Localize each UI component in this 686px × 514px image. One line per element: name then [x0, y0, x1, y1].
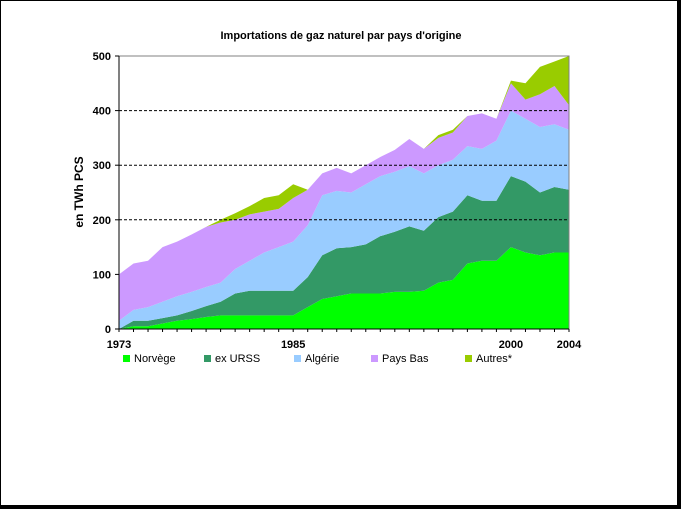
- legend-item: ex URSS: [204, 353, 260, 365]
- y-tick-label: 0: [105, 324, 111, 336]
- y-tick-label: 200: [93, 215, 111, 227]
- area-3: [119, 83, 569, 321]
- legend-swatch: [204, 355, 211, 362]
- y-tick-label: 400: [93, 106, 111, 118]
- y-tick-label: 500: [93, 51, 111, 63]
- legend-label: Pays Bas: [382, 353, 429, 365]
- legend-label: ex URSS: [215, 353, 260, 365]
- area-0: [119, 247, 569, 329]
- x-tick-label: 2004: [557, 339, 582, 351]
- x-tick-label: 2000: [499, 339, 523, 351]
- legend-item: Autres*: [465, 353, 513, 365]
- area-1: [119, 176, 569, 329]
- y-tick-label: 300: [93, 160, 111, 172]
- tick-labels: 0 100 200 300 400 500 1973 1985 2000 2004: [93, 51, 582, 351]
- x-tick-label: 1973: [107, 339, 131, 351]
- legend-swatch: [294, 355, 301, 362]
- legend-swatch: [123, 355, 130, 362]
- legend-item: Norvège: [123, 353, 176, 365]
- y-axis-label: en TWh PCS: [72, 156, 86, 227]
- plot-axes: [115, 55, 570, 332]
- plot-gridlines: [119, 110, 569, 221]
- legend-label: Norvège: [134, 353, 176, 365]
- legend-label: Algérie: [305, 353, 339, 365]
- legend-item: Pays Bas: [371, 353, 429, 365]
- plot-areas: [119, 56, 569, 329]
- legend-swatch: [371, 355, 378, 362]
- x-tick-label: 1985: [281, 339, 305, 351]
- legend-swatch: [465, 355, 472, 362]
- chart-title: Importations de gaz naturel par pays d'o…: [221, 30, 462, 42]
- legend-item: Algérie: [294, 353, 339, 365]
- y-tick-label: 100: [93, 269, 111, 281]
- legend: Norvège ex URSS Algérie Pays Bas Autres*: [123, 353, 513, 365]
- legend-label: Autres*: [476, 353, 513, 365]
